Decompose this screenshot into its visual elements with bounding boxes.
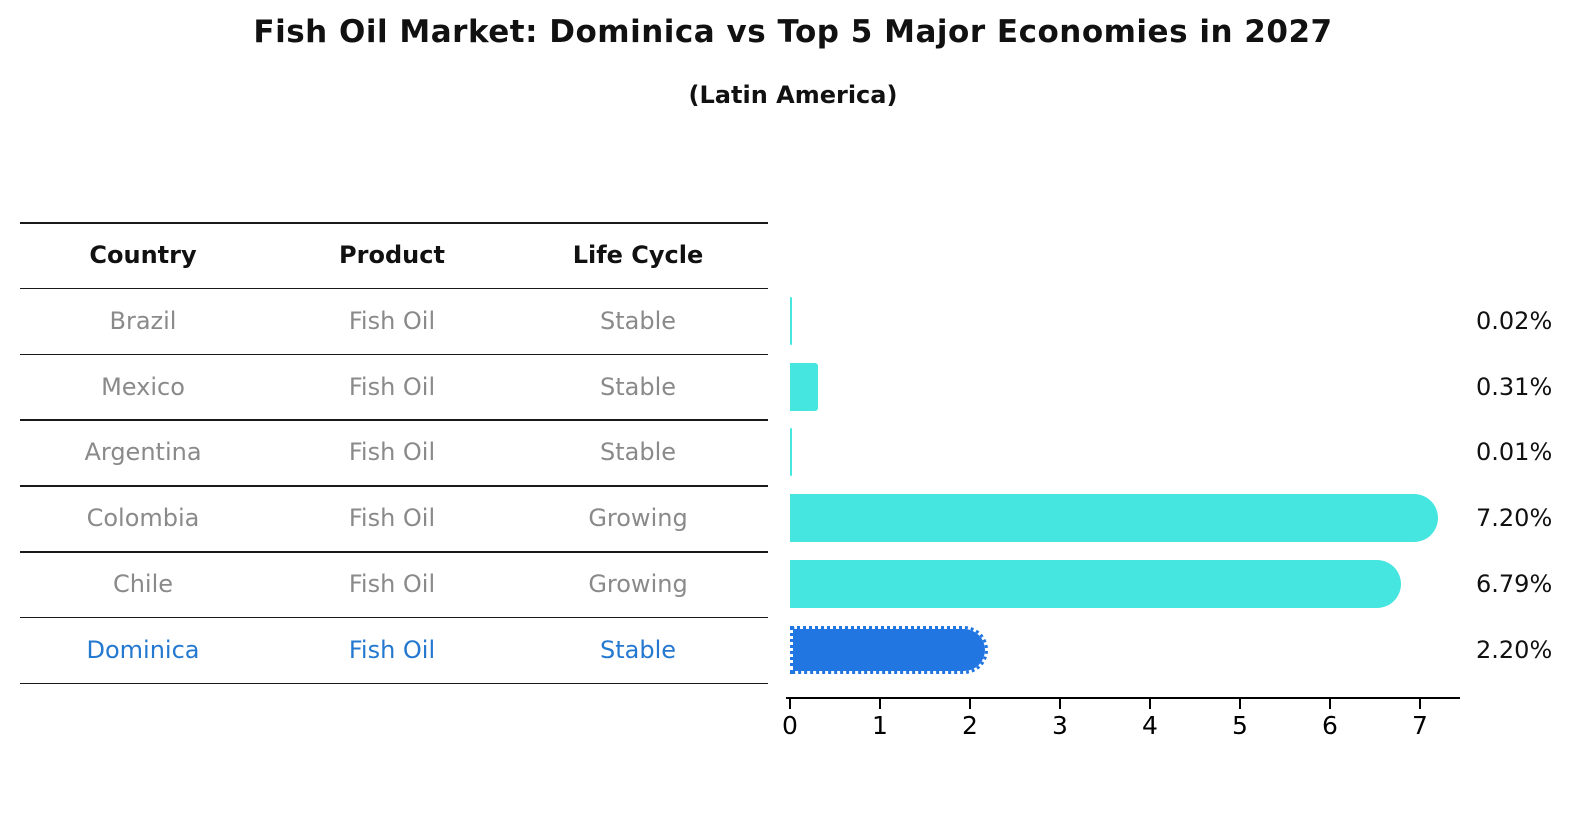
table-header-cell: Life Cycle bbox=[572, 240, 704, 269]
table-cell-product: Fish Oil bbox=[348, 635, 436, 664]
table-cell-country: Colombia bbox=[86, 504, 200, 533]
table-rule bbox=[20, 485, 768, 487]
bar bbox=[790, 559, 1402, 608]
table-header-cell: Country bbox=[89, 240, 197, 269]
x-axis-tick-label: 1 bbox=[872, 711, 888, 740]
table-cell-product: Fish Oil bbox=[348, 306, 436, 335]
bar-value-label: 0.01% bbox=[1476, 438, 1553, 467]
table-cell-life-cycle: Stable bbox=[599, 372, 677, 401]
x-axis-tick-label: 2 bbox=[962, 711, 978, 740]
x-axis-tick bbox=[1239, 699, 1241, 709]
x-axis-tick-label: 5 bbox=[1232, 711, 1248, 740]
table-rule bbox=[20, 682, 768, 685]
x-axis-tick-label: 6 bbox=[1322, 711, 1338, 740]
table-rule bbox=[20, 353, 768, 356]
table-cell-life-cycle: Stable bbox=[599, 306, 677, 335]
x-axis-tick bbox=[1059, 699, 1061, 709]
table-cell-life-cycle: Stable bbox=[599, 438, 677, 467]
x-axis-tick bbox=[879, 699, 881, 709]
bar bbox=[790, 494, 1438, 543]
table-cell-life-cycle: Stable bbox=[599, 635, 677, 664]
table-cell-product: Fish Oil bbox=[348, 569, 436, 598]
table-rule bbox=[20, 551, 768, 553]
x-axis-tick bbox=[969, 699, 971, 709]
x-axis-tick-label: 7 bbox=[1412, 711, 1428, 740]
table-rule bbox=[20, 222, 768, 224]
bar-value-label: 7.20% bbox=[1476, 504, 1553, 533]
bar-value-label: 0.02% bbox=[1476, 306, 1553, 335]
table-rule bbox=[20, 287, 768, 290]
bar-value-label: 2.20% bbox=[1476, 635, 1553, 664]
table-cell-product: Fish Oil bbox=[348, 372, 436, 401]
bar-value-label: 0.31% bbox=[1476, 372, 1553, 401]
bar-value-label: 6.79% bbox=[1476, 569, 1553, 598]
bar-highlight bbox=[790, 625, 988, 674]
table-cell-country: Dominica bbox=[86, 635, 200, 664]
bar bbox=[790, 362, 818, 411]
table-cell-country: Mexico bbox=[101, 372, 185, 401]
x-axis-line bbox=[786, 697, 1460, 699]
x-axis-tick bbox=[1149, 699, 1151, 709]
x-axis-tick bbox=[789, 699, 791, 709]
chart-subtitle: (Latin America) bbox=[688, 81, 898, 109]
bar bbox=[790, 296, 792, 345]
table-header-cell: Product bbox=[339, 240, 445, 269]
table-cell-country: Brazil bbox=[109, 306, 177, 335]
x-axis-tick bbox=[1419, 699, 1421, 709]
x-axis-tick-label: 4 bbox=[1142, 711, 1158, 740]
table-rule bbox=[20, 616, 768, 619]
chart-title: Fish Oil Market: Dominica vs Top 5 Major… bbox=[253, 14, 1333, 50]
x-axis-tick bbox=[1329, 699, 1331, 709]
table-cell-country: Chile bbox=[112, 569, 174, 598]
table-rule bbox=[20, 419, 768, 421]
table-cell-life-cycle: Growing bbox=[588, 569, 688, 598]
x-axis-tick-label: 3 bbox=[1052, 711, 1068, 740]
x-axis-tick-label: 0 bbox=[782, 711, 798, 740]
table-cell-product: Fish Oil bbox=[348, 504, 436, 533]
table-cell-country: Argentina bbox=[84, 438, 202, 467]
bar bbox=[790, 428, 792, 477]
table-cell-product: Fish Oil bbox=[348, 438, 436, 467]
table-cell-life-cycle: Growing bbox=[588, 504, 688, 533]
